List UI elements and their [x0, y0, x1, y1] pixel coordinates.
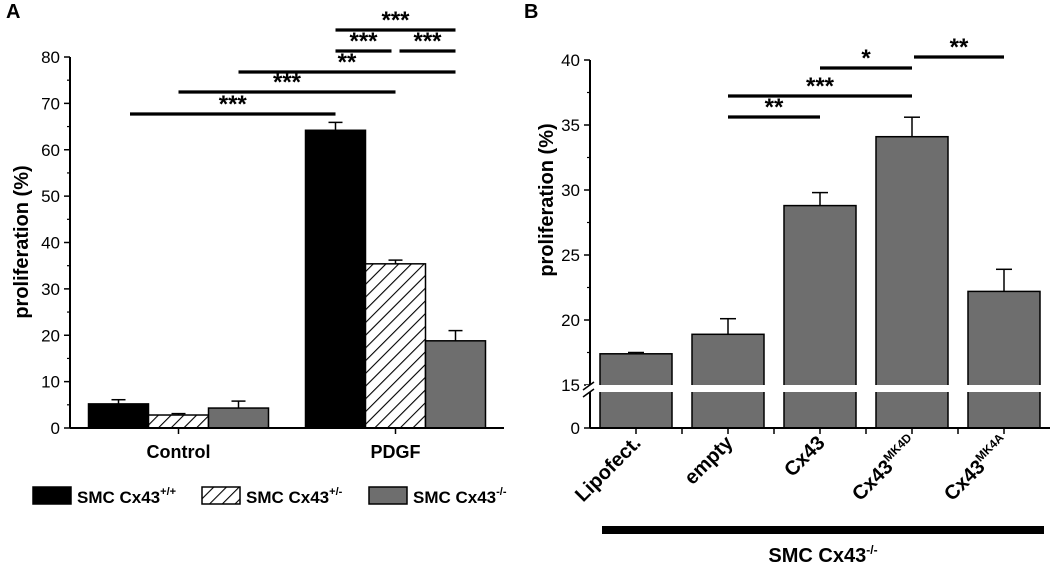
panel-a-ytick-label: 10	[41, 373, 60, 392]
panel-b-axis-break-gap	[586, 385, 1050, 392]
panel-a-significance-stars: ***	[219, 91, 248, 118]
panel-a-ytick-label: 50	[41, 187, 60, 206]
legend-swatch	[201, 486, 241, 505]
panel-b-ytick-label: 20	[561, 311, 580, 330]
panel-b-ytick-label: 0	[571, 419, 580, 438]
panel-b-group-label: SMC Cx43-/-	[768, 543, 877, 566]
panel-b-axis-break-mark	[582, 388, 595, 398]
panel-a-bar	[364, 263, 427, 429]
panel-a-ytick-label: 70	[41, 94, 60, 113]
panel-a-ytick-label: 0	[51, 419, 60, 438]
panel-b-ytick-label: 40	[561, 51, 580, 70]
panel-a-significance-stars: ***	[349, 28, 378, 55]
panel-a-ytick-label: 30	[41, 280, 60, 299]
panel-a-significance-stars: **	[338, 49, 357, 76]
panel-a-bar	[424, 340, 487, 429]
panel-a-ytick-label: 40	[41, 234, 60, 253]
panel-b-xtick-label: Cx43MK4A	[939, 430, 1014, 505]
panel-b-axis-break-mark	[582, 381, 595, 391]
panel-b-ytick-label: 25	[561, 246, 580, 265]
panel-a-legend: SMC Cx43+/+ SMC Cx43+/- SMC Cx43-/-	[32, 486, 507, 507]
legend-swatch	[32, 486, 72, 505]
panel-b-letter: B	[524, 1, 538, 23]
panel-b-bar	[783, 204, 857, 429]
panel-a-ytick-label: 60	[41, 141, 60, 160]
panel-b-ytick-label: 35	[561, 116, 580, 135]
panel-a-bar	[207, 407, 270, 429]
legend-label: SMC Cx43+/+	[77, 486, 176, 507]
panel-b-bar	[967, 290, 1041, 429]
panel-a-bar	[147, 414, 210, 429]
panel-b-ylabel: proliferation (%)	[536, 123, 558, 276]
panel-a-letter: A	[6, 1, 20, 23]
panel-b-significance-stars: ***	[806, 73, 835, 100]
panel-a-significance-stars: ***	[381, 7, 410, 34]
panel-b-significance-stars: *	[861, 45, 871, 72]
panel-b-significance-stars: **	[765, 94, 784, 121]
panel-b-significance-stars: **	[950, 34, 969, 61]
panel-b-bar	[875, 135, 949, 429]
panel-a-chart: proliferation (%) ************** *** 0102…	[11, 7, 507, 507]
panel-a-ytick-label: 80	[41, 48, 60, 67]
legend-label: SMC Cx43+/-	[246, 486, 343, 507]
panel-b-bar	[691, 333, 765, 429]
panel-b-xtick-label: empty	[680, 431, 738, 489]
panel-a-significance-stars: ***	[413, 28, 442, 55]
panel-b-xtick-label: Cx43	[780, 432, 829, 481]
panel-a-ytick-label: 20	[41, 326, 60, 345]
legend-label: SMC Cx43-/-	[413, 486, 507, 507]
panel-b-chart: proliferation (%) ****** ** 1520253035400…	[536, 34, 1050, 566]
panel-b-xtick-label: Cx43MK4D	[847, 430, 922, 505]
panel-a-ylabel: proliferation (%)	[11, 165, 33, 318]
panel-b-group-bar	[602, 526, 1044, 534]
panel-b-ytick-label: 15	[561, 376, 580, 395]
panel-a-xtick-label: PDGF	[370, 442, 420, 462]
legend-swatch	[368, 486, 408, 505]
panel-b-xtick-label: Lipofect.	[571, 432, 645, 506]
panel-a-xtick-label: Control	[147, 442, 211, 462]
panel-b-ytick-label: 30	[561, 181, 580, 200]
panel-a-bar	[87, 403, 150, 429]
panel-a-bar	[304, 129, 367, 429]
